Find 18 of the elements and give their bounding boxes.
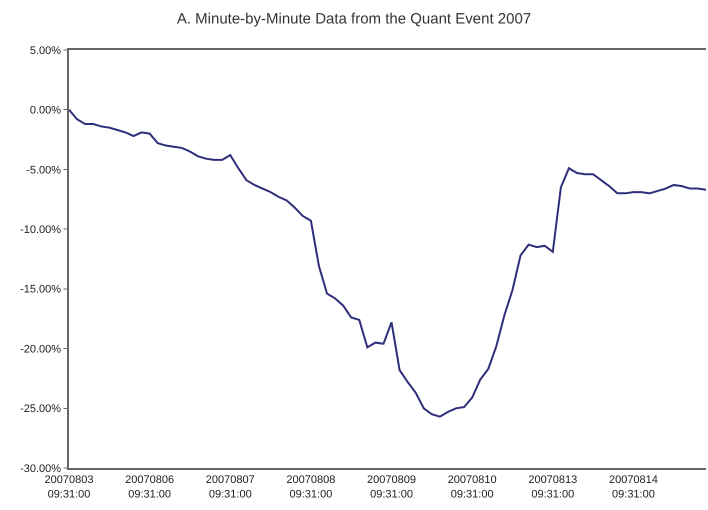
line-series — [69, 108, 706, 418]
x-tick-label: 20070814 09:31:00 — [608, 474, 658, 500]
y-tick-label: -20.00% — [20, 343, 62, 356]
y-tick-label: -15.00% — [20, 284, 62, 296]
x-tick-label: 20070810 09:31:00 — [448, 474, 497, 500]
x-tick-label: 20070808 09:31:00 — [286, 474, 336, 500]
x-tick-label: 20070807 09:31:00 — [206, 474, 255, 500]
y-tick-label: 0.00% — [30, 104, 62, 117]
x-tick-label: 20070809 09:31:00 — [367, 474, 416, 500]
y-tick-label: 5.00% — [30, 44, 62, 57]
y-tick-label: -25.00% — [20, 403, 62, 416]
x-tick-label: 20070813 09:31:00 — [528, 474, 578, 500]
chart-title: A. Minute-by-Minute Data from the Quant Event 2007 — [176, 10, 532, 28]
y-tick-label: -5.00% — [26, 164, 62, 176]
y-tick-label: -30.00% — [20, 462, 62, 475]
y-tick-label: -10.00% — [20, 224, 62, 236]
x-tick-label: 20070806 09:31:00 — [125, 474, 174, 500]
x-tick-label: 20070803 09:31:00 — [44, 474, 94, 500]
